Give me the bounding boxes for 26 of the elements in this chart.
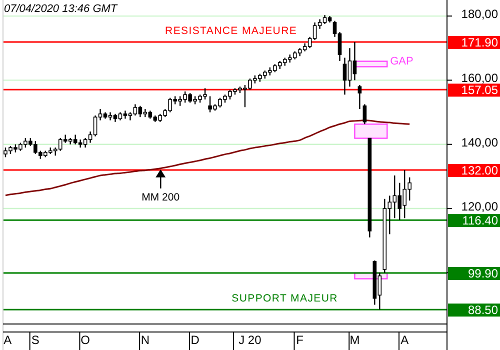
annotation: MM 200 bbox=[142, 191, 180, 204]
x-tick-label: A bbox=[400, 333, 409, 347]
ref-line-label: 116.40 bbox=[462, 214, 498, 228]
ref-line-label: 99.90 bbox=[468, 266, 498, 280]
ref-line-label: 171.90 bbox=[461, 36, 498, 50]
ref-line-label: 132.00 bbox=[461, 164, 498, 178]
x-tick-label: D bbox=[190, 333, 200, 347]
candlestick bbox=[358, 84, 362, 110]
x-tick-label: F bbox=[296, 333, 304, 347]
y-tick-label: 140,00 bbox=[461, 135, 498, 150]
y-tick-label: 120,00 bbox=[461, 200, 498, 214]
band-label: GAP bbox=[390, 55, 414, 68]
candlestick bbox=[362, 104, 367, 125]
x-tick-label: S bbox=[31, 333, 40, 347]
annotation: RESISTANCE MAJEURE bbox=[165, 25, 298, 38]
annotation: SUPPORT MAJEUR bbox=[232, 292, 338, 305]
x-tick-label: M bbox=[350, 333, 360, 347]
x-tick-label: O bbox=[80, 333, 90, 347]
y-tick-label: 160,00 bbox=[461, 71, 498, 86]
ref-line-label: 88.50 bbox=[468, 303, 498, 318]
x-tick-label: N bbox=[140, 333, 150, 347]
ref-line-label: 157.05 bbox=[461, 83, 498, 98]
x-tick-label: A bbox=[4, 333, 12, 347]
y-tick-label: 180,00 bbox=[461, 7, 498, 22]
chart-title: 07/04/2020 13:46 GMT bbox=[4, 3, 118, 15]
x-tick-label: J 20 bbox=[238, 333, 262, 347]
